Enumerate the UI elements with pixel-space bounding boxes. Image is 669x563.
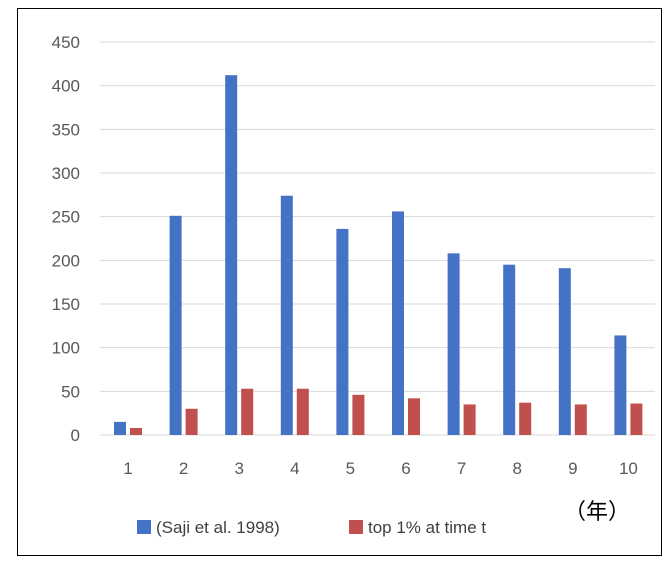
bar-series-2-3 — [241, 388, 254, 435]
x-tick-label: 1 — [123, 459, 132, 478]
x-tick-label: 8 — [512, 459, 521, 478]
legend: (Saji et al. 1998) top 1% at time t — [137, 518, 486, 537]
bar-series-2-9 — [574, 404, 587, 435]
bar-series-1-7 — [447, 253, 460, 435]
legend-swatch — [137, 520, 151, 534]
legend-label: top 1% at time t — [368, 518, 486, 537]
x-tick-label: 10 — [619, 459, 638, 478]
y-tick-label: 0 — [71, 426, 80, 445]
bar-series-2-6 — [408, 398, 420, 435]
y-tick-label: 250 — [52, 208, 80, 227]
y-tick-label: 300 — [52, 164, 80, 183]
x-tick-label: 4 — [290, 459, 299, 478]
legend-label: (Saji et al. 1998) — [156, 518, 280, 537]
bar-series-2-1 — [130, 428, 142, 435]
y-axis-tick-labels: 0 50 100 150 200 250 300 350 400 450 — [52, 33, 80, 445]
bar-series-2-4 — [296, 388, 309, 435]
x-tick-label: 9 — [568, 459, 577, 478]
y-tick-label: 200 — [52, 251, 80, 270]
bar-series-1-9 — [558, 268, 571, 435]
y-tick-label: 50 — [61, 382, 80, 401]
bar-series-1-5 — [336, 228, 349, 435]
bar-series-2-10 — [630, 403, 643, 435]
bar-series-1-4 — [280, 195, 293, 435]
y-tick-label: 150 — [52, 295, 80, 314]
bar-series-1-6 — [392, 211, 404, 435]
x-tick-label: 5 — [346, 459, 355, 478]
bar-series-1-2 — [169, 215, 182, 435]
y-tick-label: 400 — [52, 77, 80, 96]
bar-series-2-7 — [463, 404, 476, 435]
legend-item: (Saji et al. 1998) — [137, 518, 280, 537]
legend-swatch — [349, 520, 363, 534]
gridlines — [100, 41, 655, 436]
y-tick-label: 450 — [52, 33, 80, 52]
legend-item: top 1% at time t — [349, 518, 486, 537]
x-tick-label: 3 — [234, 459, 243, 478]
x-tick-label: 2 — [179, 459, 188, 478]
x-axis-unit-label: （年） — [564, 500, 630, 525]
x-axis-tick-labels: 1 2 3 4 5 6 7 8 9 10 — [123, 459, 638, 478]
bar-series-1-3 — [225, 75, 238, 435]
bar-series-1-10 — [614, 335, 627, 435]
y-tick-label: 350 — [52, 120, 80, 139]
bar-series-2-8 — [519, 402, 532, 435]
bar-series-2-2 — [185, 408, 198, 435]
bar-series-2-5 — [352, 394, 365, 435]
x-tick-label: 7 — [457, 459, 466, 478]
bars — [114, 75, 643, 435]
bar-series-1-8 — [503, 264, 516, 435]
x-tick-label: 6 — [401, 459, 410, 478]
y-tick-label: 100 — [52, 339, 80, 358]
bar-series-1-1 — [114, 421, 126, 435]
